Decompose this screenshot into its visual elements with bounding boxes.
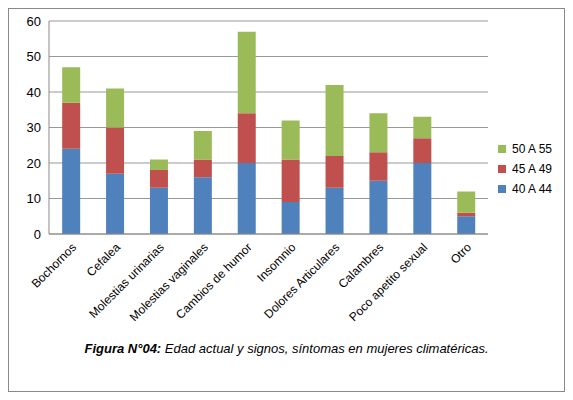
svg-text:Otro: Otro bbox=[448, 240, 475, 267]
svg-text:20: 20 bbox=[27, 156, 41, 171]
html-text:50 A 55: 50 A 55 bbox=[512, 142, 552, 156]
svg-text:Poco apetito sexual: Poco apetito sexual bbox=[346, 240, 430, 324]
svg-text:30: 30 bbox=[27, 120, 41, 135]
svg-text:Insomnio: Insomnio bbox=[254, 240, 299, 285]
svg-text:Molestias vaginales: Molestias vaginales bbox=[127, 240, 211, 324]
svg-text:Cambios de humor: Cambios de humor bbox=[173, 240, 255, 322]
svg-text:Bochornos: Bochornos bbox=[29, 240, 79, 290]
svg-text:Dolores Articulares: Dolores Articulares bbox=[261, 240, 342, 321]
svg-text:Cefalea: Cefalea bbox=[84, 240, 123, 279]
html-text:40 A 44: 40 A 44 bbox=[512, 182, 552, 196]
svg-text:40: 40 bbox=[27, 85, 41, 100]
svg-text:0: 0 bbox=[34, 227, 41, 242]
html-text:45 A 49: 45 A 49 bbox=[512, 162, 552, 176]
svg-text:50: 50 bbox=[27, 49, 41, 64]
html-text:Figura N°04: Edad actual y sig: Figura N°04: Edad actual y signos, sínto… bbox=[84, 341, 489, 356]
svg-text:60: 60 bbox=[27, 14, 41, 29]
svg-text:Molestias urinarias: Molestias urinarias bbox=[86, 240, 167, 321]
svg-text:10: 10 bbox=[27, 191, 41, 206]
svg-text:Calambres: Calambres bbox=[335, 240, 387, 292]
